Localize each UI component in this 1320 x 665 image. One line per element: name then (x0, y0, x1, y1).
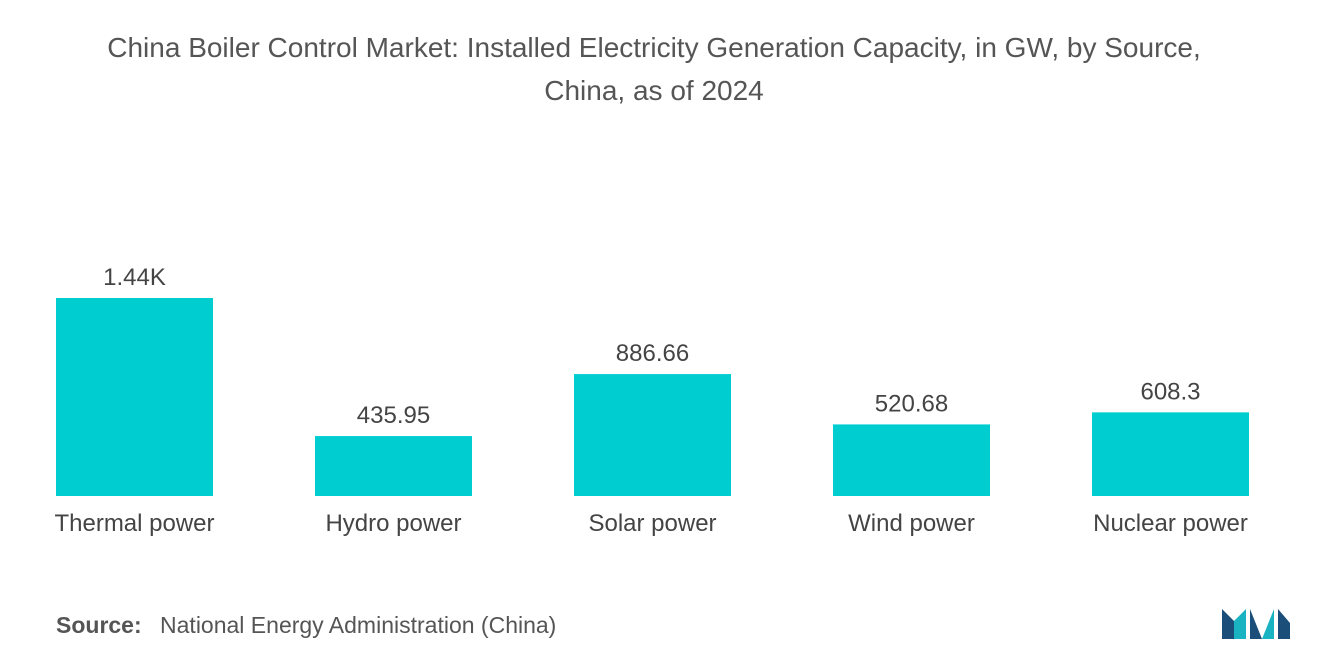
source-text: National Energy Administration (China) (160, 612, 557, 638)
category-label-0: Thermal power (54, 510, 214, 537)
source-label: Source: (56, 612, 142, 638)
category-label-2: Solar power (588, 510, 716, 537)
source-note: Source: National Energy Administration (… (56, 612, 556, 639)
data-label-0: 1.44K (103, 264, 166, 291)
bar-0 (56, 298, 213, 496)
data-label-1: 435.95 (357, 402, 430, 429)
data-label-4: 608.3 (1140, 378, 1200, 405)
bar-chart: 1.44K Thermal power 435.95 Hydro power 886.6… (54, 264, 1249, 537)
chart-title-line1: China Boiler Control Market: Installed E… (107, 32, 1201, 63)
chart-title-line2: China, as of 2024 (544, 75, 764, 106)
category-label-4: Nuclear power (1093, 510, 1248, 537)
mordor-intelligence-logo-icon (1222, 609, 1290, 639)
bar-4 (1092, 412, 1249, 496)
category-label-3: Wind power (848, 510, 975, 537)
bar-1 (315, 436, 472, 496)
bar-2 (574, 374, 731, 496)
data-label-3: 520.68 (875, 390, 948, 417)
bar-3 (833, 424, 990, 496)
data-label-2: 886.66 (616, 340, 689, 367)
category-label-1: Hydro power (325, 510, 461, 537)
chart-title: China Boiler Control Market: Installed E… (0, 26, 1308, 112)
